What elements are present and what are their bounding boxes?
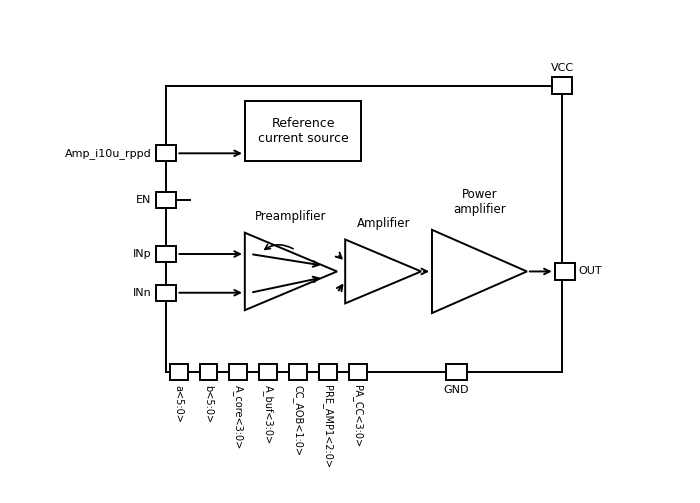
Text: Preamplifier: Preamplifier [256, 210, 327, 223]
Text: GND: GND [444, 385, 469, 395]
Bar [446, 364, 467, 380]
Bar [349, 364, 367, 380]
Text: PRE_AMP1<2:0>: PRE_AMP1<2:0> [323, 384, 333, 467]
Text: Reference
current source: Reference current source [258, 117, 349, 145]
Bar [156, 285, 176, 301]
Bar [156, 246, 176, 262]
Text: A_core<3:0>: A_core<3:0> [233, 384, 244, 449]
Bar [156, 145, 176, 161]
Text: Amp_i10u_rppd: Amp_i10u_rppd [65, 148, 151, 159]
Bar [169, 364, 188, 380]
Text: PA_CC<3:0>: PA_CC<3:0> [352, 384, 363, 447]
Polygon shape [245, 233, 337, 310]
Bar [245, 101, 361, 161]
Bar [230, 364, 247, 380]
Bar [319, 364, 337, 380]
Text: a<5:0>: a<5:0> [174, 384, 183, 423]
Text: Amplifier: Amplifier [356, 217, 410, 230]
Bar [554, 263, 575, 280]
Bar [199, 364, 218, 380]
Text: A_buf<3:0>: A_buf<3:0> [262, 384, 274, 444]
Bar [259, 364, 277, 380]
Bar [289, 364, 307, 380]
Text: EN: EN [136, 195, 151, 205]
Text: VCC: VCC [551, 63, 574, 73]
Text: b<5:0>: b<5:0> [204, 384, 214, 423]
Bar [552, 77, 573, 94]
Text: Power
amplifier: Power amplifier [453, 188, 506, 216]
Polygon shape [345, 239, 421, 303]
Text: INn: INn [133, 288, 151, 298]
Text: CC_AOB<1:0>: CC_AOB<1:0> [293, 384, 303, 456]
Bar [156, 192, 176, 208]
Text: OUT: OUT [578, 267, 601, 277]
Text: INp: INp [133, 249, 151, 259]
Polygon shape [432, 230, 527, 313]
